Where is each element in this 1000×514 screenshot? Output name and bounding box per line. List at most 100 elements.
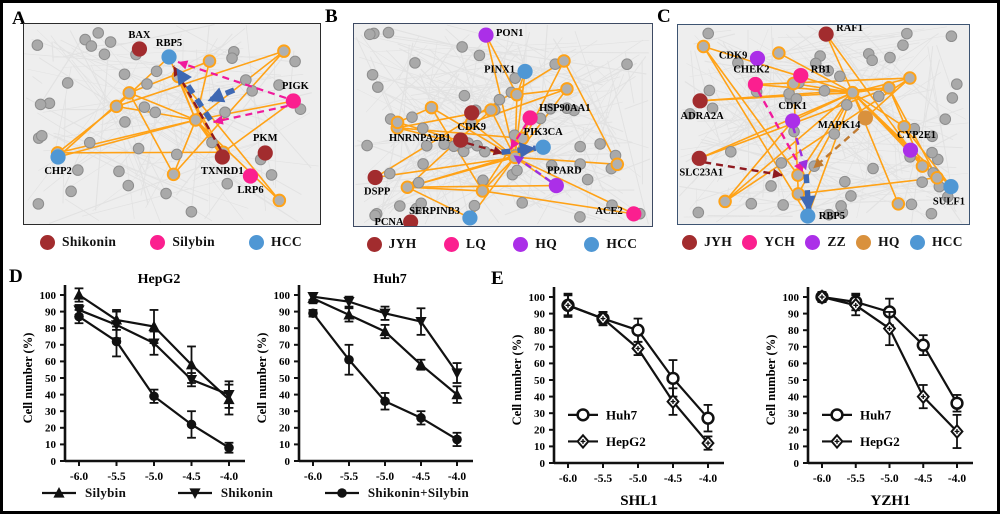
gene-node-unlabeled (473, 49, 486, 62)
gene-node-unlabeled (939, 113, 952, 125)
legend-item-silybin: Silybin (41, 485, 126, 501)
gene-node-pigk (285, 93, 301, 109)
gene-node-unlabeled (866, 54, 878, 67)
svg-text:80: 80 (279, 323, 291, 335)
gene-node-unlabeled (897, 39, 909, 51)
gene-node-unlabeled (382, 26, 395, 39)
svg-text:-4.5: -4.5 (412, 471, 430, 483)
gene-node-unlabeled (477, 174, 489, 187)
hub-gene-node (424, 100, 439, 115)
hub-gene-node (202, 54, 217, 68)
background-gene-nodes (361, 26, 646, 223)
legend-dot (366, 236, 382, 252)
gene-node-unlabeled (104, 36, 117, 48)
hub-gene-node (390, 115, 405, 130)
axis-tick-labels: 0 10 20 30 40 50 60 70 80 90 100 -6.0 -5.5 -5.0 -4.5 -4… (529, 292, 718, 485)
legend-marker-sample (42, 487, 76, 498)
svg-text:-4.0: -4.0 (948, 473, 966, 485)
gene-node-cdk9 (464, 105, 480, 121)
gene-label-mapk14: MAPK14 (818, 120, 861, 131)
hub-gene-node (272, 193, 287, 208)
hub-gene-node (930, 171, 944, 185)
arrowhead (772, 168, 783, 179)
svg-text:-5.0: -5.0 (376, 471, 394, 483)
svg-text:-6.0: -6.0 (559, 473, 577, 485)
svg-text:-4.5: -4.5 (914, 473, 932, 485)
svg-text:-5.0: -5.0 (145, 471, 163, 483)
svg-text:50: 50 (788, 375, 800, 387)
svg-text:30: 30 (279, 406, 291, 418)
y-axis-label: Cell number (%) (764, 335, 778, 426)
gene-node-unlabeled (775, 157, 788, 169)
svg-text:80: 80 (788, 325, 800, 337)
gene-label-chp2: CHP2 (44, 166, 71, 177)
gene-node-pik3ca (535, 139, 551, 155)
data-series-shikonin (307, 292, 463, 384)
gene-node-unlabeled (185, 205, 198, 218)
svg-text:30: 30 (45, 406, 57, 418)
legend-label: HQ (535, 236, 558, 251)
gene-node-serpinb3 (462, 210, 478, 226)
gene-node-unlabeled (545, 159, 558, 172)
hub-gene-node (475, 184, 490, 198)
gene-node-unlabeled (561, 102, 573, 115)
gene-node-unlabeled (415, 197, 427, 210)
gene-label-pon1: PON1 (496, 28, 523, 39)
svg-text:70: 70 (534, 342, 546, 354)
axis-ticks (803, 296, 958, 468)
panel-b-network: PON1 PINX1 HSP90AA1 CDK9 HNRNPA2B1 PIK3CA PPAR… (353, 23, 653, 252)
legend-label: JYH (388, 236, 417, 251)
hub-gene-node (903, 71, 917, 85)
gene-node-unlabeled (574, 211, 586, 223)
gene-node-rbp5 (161, 49, 177, 65)
gene-node-unlabeled (65, 185, 77, 198)
gene-node-unlabeled (544, 102, 557, 115)
legend-item-hcc: HCC (249, 234, 302, 250)
gene-node-unlabeled (170, 148, 183, 161)
gene-node-unlabeled (226, 52, 238, 64)
gene-label-cyp2e1: CYP2E1 (897, 130, 936, 141)
chart-title: HepG2 (138, 272, 181, 287)
legend-dot (805, 234, 821, 250)
chart-inner-legend: Huh7 HepG2 (568, 407, 646, 450)
gene-node-unlabeled (925, 207, 938, 220)
legend-label: Huh7 (606, 407, 638, 422)
data-series-shikonin-silybin (74, 309, 234, 454)
svg-text:20: 20 (534, 425, 546, 437)
gene-node-unlabeled (417, 158, 429, 170)
gene-node-unlabeled (478, 145, 491, 158)
svg-text:90: 90 (788, 308, 800, 320)
svg-text:20: 20 (279, 423, 291, 435)
legend-label: Shikonin (220, 485, 274, 500)
gene-node-unlabeled (835, 200, 847, 212)
svg-text:-4.0: -4.0 (220, 471, 238, 483)
gene-label-cdk9: CDK9 (719, 50, 748, 61)
gene-node-unlabeled (884, 51, 896, 64)
arrowhead (176, 68, 192, 86)
network-arrows (466, 122, 552, 183)
gene-node-unlabeled (468, 199, 481, 212)
panel-a-legend: Shikonin Silybin HCC (23, 229, 319, 255)
gene-label-pinx1: PINX1 (484, 64, 515, 75)
chart-title: Huh7 (373, 272, 406, 287)
interaction-arrow (501, 145, 537, 156)
y-axis-label: Cell number (%) (510, 335, 524, 426)
gene-node-unlabeled (702, 27, 715, 40)
gene-node-unlabeled (621, 58, 633, 71)
gene-node-unlabeled (456, 41, 468, 53)
gene-node-unlabeled (845, 190, 857, 202)
legend-label: Huh7 (860, 407, 892, 422)
gene-node-unlabeled (366, 68, 379, 81)
gene-node-unlabeled (809, 57, 822, 70)
svg-text:0: 0 (540, 458, 546, 470)
hub-gene-node (845, 85, 860, 100)
svg-text:0: 0 (51, 456, 57, 468)
svg-text:20: 20 (45, 423, 57, 435)
panel-d-legend: Silybin Shikonin Shikonin+Silybin (41, 481, 469, 505)
y-axis-label: Cell number (%) (21, 333, 35, 424)
svg-text:50: 50 (534, 375, 546, 387)
arrowhead (798, 159, 808, 171)
gene-node-unlabeled (31, 39, 44, 51)
svg-text:-6.0: -6.0 (304, 471, 322, 483)
gene-label-cdk1: CDK1 (778, 101, 807, 112)
